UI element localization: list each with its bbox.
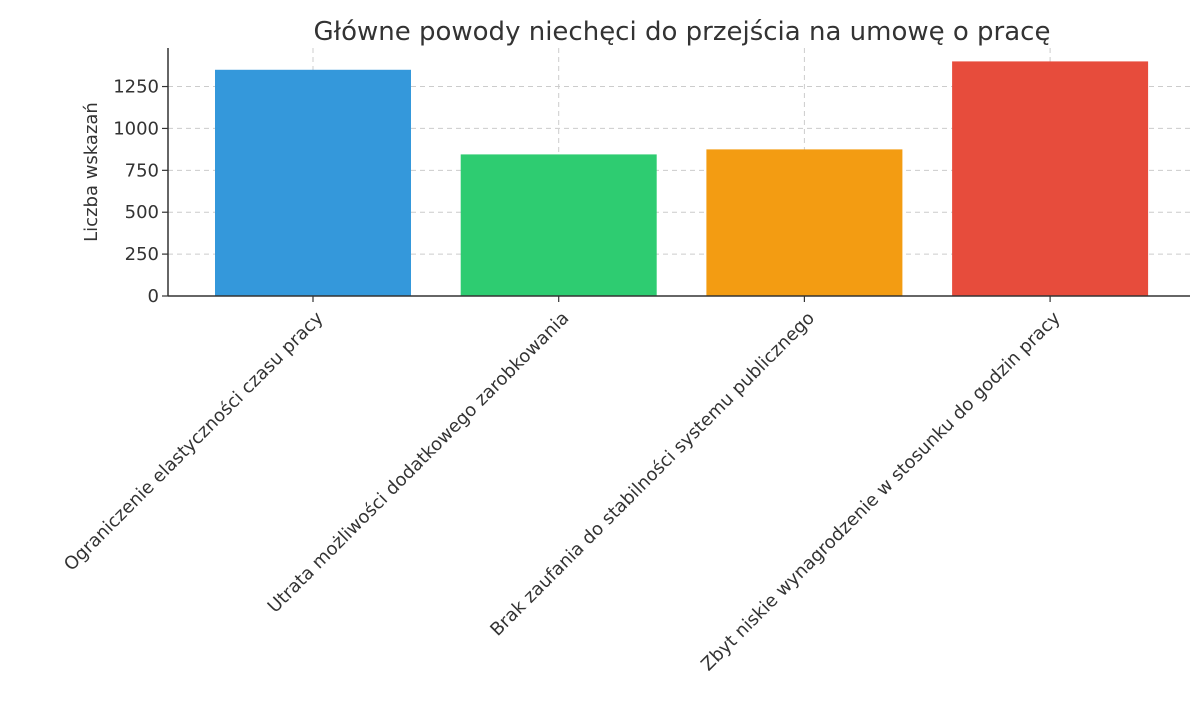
bar [706,149,903,296]
y-axis-label: Liczba wskazań [81,102,102,242]
bar [215,69,411,296]
x-tick-label: Ograniczenie elastyczności czasu pracy [60,307,328,575]
y-tick-label: 1000 [113,118,159,139]
bar [460,154,657,296]
bar [952,61,1149,296]
y-tick-label: 500 [125,202,159,223]
x-ticks: Ograniczenie elastyczności czasu pracyUt… [60,296,1065,675]
y-tick-label: 750 [125,160,159,181]
y-tick-label: 0 [148,286,159,307]
y-tick-label: 250 [125,244,159,265]
y-tick-label: 1250 [113,77,159,98]
y-ticks: 0 250 500 750 1000 1250 [113,77,168,307]
bars-layer [215,61,1149,296]
x-tick-label: Utrata możliwości dodatkowego zarobkowan… [264,308,574,618]
chart-title: Główne powody niechęci do przejścia na u… [314,17,1051,47]
